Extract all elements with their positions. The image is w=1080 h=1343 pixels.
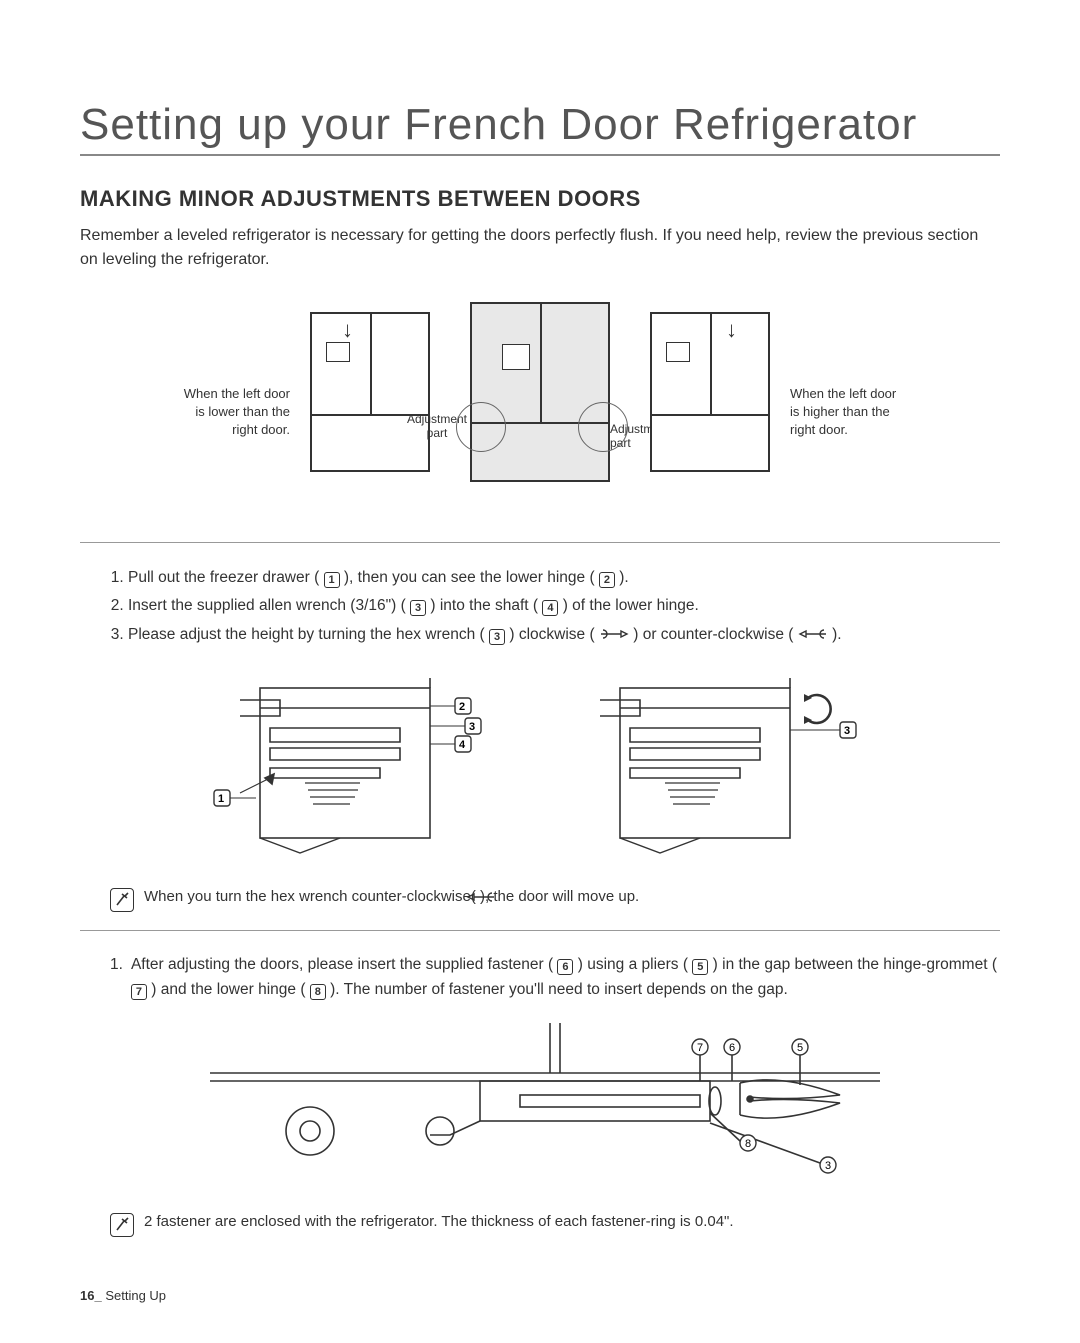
step-number: 1. [110,953,123,1003]
divider [80,930,1000,931]
intro-paragraph: Remember a leveled refrigerator is neces… [80,224,1000,272]
fridge-diagram-center: Adjustment part Adjustment part [450,302,630,522]
callout-circle-right [578,402,628,452]
page-section: Setting Up [105,1288,166,1303]
step-2: Insert the supplied allen wrench (3/16")… [128,593,1000,619]
section-heading: MAKING MINOR ADJUSTMENTS BETWEEN DOORS [80,186,1000,212]
callout-8: 8 [310,984,326,1000]
left-scenario-label: When the left door is lower than the rig… [180,385,290,440]
callout-4: 4 [542,600,558,616]
callout-3: 3 [410,600,426,616]
note-2-text: 2 fastener are enclosed with the refrige… [144,1213,734,1230]
page-footer: 16_ Setting Up [80,1288,166,1303]
adjustment-steps: Pull out the freezer drawer ( 1 ), then … [128,565,1000,650]
fridge-diagram-right: ↓ [640,312,780,512]
counter-clockwise-icon [798,624,828,650]
note-icon [110,888,134,912]
svg-text:6: 6 [729,1042,735,1054]
svg-text:8: 8 [745,1138,751,1150]
divider [80,542,1000,543]
svg-text:3: 3 [825,1160,831,1172]
svg-text:5: 5 [797,1042,803,1054]
svg-text:1: 1 [218,793,224,805]
callout-5: 5 [692,959,708,975]
top-diagram-row: When the left door is lower than the rig… [80,302,1000,522]
callout-3: 3 [489,629,505,645]
svg-text:7: 7 [697,1042,703,1054]
callout-1: 1 [324,572,340,588]
callout-2: 2 [599,572,615,588]
callout-7: 7 [131,984,147,1000]
arrow-down-icon: ↓ [726,317,737,343]
drawer-diagrams-row: 2 3 4 1 [80,678,1000,858]
callout-6: 6 [557,959,573,975]
svg-text:3: 3 [469,721,475,733]
callout-circle-left [456,402,506,452]
page-title: Setting up your French Door Refrigerator [80,100,1000,156]
step-3: Please adjust the height by turning the … [128,622,1000,650]
drawer-diagram-right: 3 [580,678,880,858]
arrow-down-icon: ↓ [342,317,353,343]
note-icon [110,1213,134,1237]
note-1: When you turn the hex wrench counter-clo… [110,888,1000,912]
svg-text:4: 4 [459,739,466,751]
note-1-text: When you turn the hex wrench counter-clo… [144,888,639,905]
page-number: 16_ [80,1288,102,1303]
right-scenario-label: When the left door is higher than the ri… [790,385,900,440]
svg-text:2: 2 [459,701,465,713]
counter-clockwise-icon [466,890,496,908]
fastener-diagram: 7 6 5 8 3 [80,1023,1000,1183]
clockwise-icon [599,624,629,650]
fastener-step: 1. After adjusting the doors, please ins… [110,953,1000,1003]
drawer-diagram-left: 2 3 4 1 [200,678,500,858]
svg-text:3: 3 [844,725,850,737]
note-2: 2 fastener are enclosed with the refrige… [110,1213,1000,1237]
step-1: Pull out the freezer drawer ( 1 ), then … [128,565,1000,591]
